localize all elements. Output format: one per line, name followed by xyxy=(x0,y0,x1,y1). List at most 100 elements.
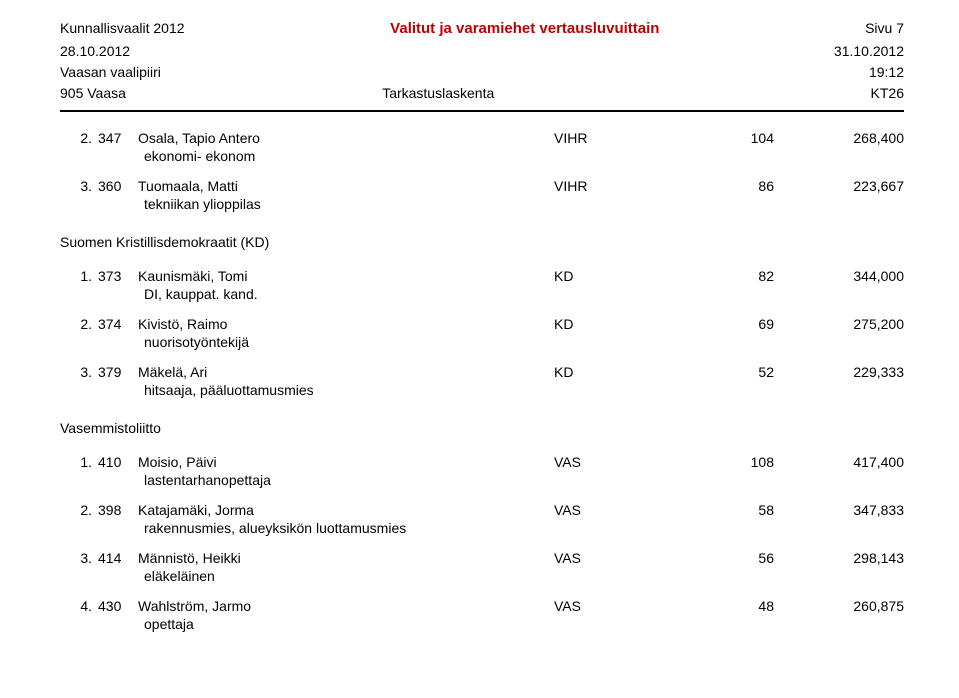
result-entry: 4.430Wahlström, JarmoVAS48260,875opettaj… xyxy=(60,598,904,632)
comparison-number: 268,400 xyxy=(774,130,904,146)
occupation-label: opettaja xyxy=(60,614,904,632)
occupation-label: rakennusmies, alueyksikön luottamusmies xyxy=(60,518,904,536)
count-type: Tarkastuslaskenta xyxy=(126,83,871,104)
party-code: VIHR xyxy=(554,130,674,146)
party-code: KD xyxy=(554,316,674,332)
result-entry: 1.373Kaunismäki, TomiKD82344,000DI, kaup… xyxy=(60,268,904,302)
vote-count: 86 xyxy=(674,178,774,194)
result-row: 4.430Wahlström, JarmoVAS48260,875 xyxy=(60,598,904,614)
occupation-label: hitsaaja, pääluottamusmies xyxy=(60,380,904,398)
index-label: 2. xyxy=(60,316,98,332)
vote-count: 52 xyxy=(674,364,774,380)
index-label: 1. xyxy=(60,268,98,284)
vote-count: 56 xyxy=(674,550,774,566)
candidate-number: 414 xyxy=(98,550,138,566)
group-heading: Vasemmistoliitto xyxy=(60,420,904,436)
candidate-number: 374 xyxy=(98,316,138,332)
candidate-number: 430 xyxy=(98,598,138,614)
page-container: Kunnallisvaalit 2012 Valitut ja varamieh… xyxy=(0,0,959,664)
candidate-number: 379 xyxy=(98,364,138,380)
candidate-name: Kivistö, Raimo xyxy=(138,316,554,332)
result-row: 2.347Osala, Tapio AnteroVIHR104268,400 xyxy=(60,130,904,146)
comparison-number: 275,200 xyxy=(774,316,904,332)
candidate-number: 347 xyxy=(98,130,138,146)
vote-count: 58 xyxy=(674,502,774,518)
candidate-name: Kaunismäki, Tomi xyxy=(138,268,554,284)
vote-count: 82 xyxy=(674,268,774,284)
party-code: KD xyxy=(554,364,674,380)
result-row: 1.373Kaunismäki, TomiKD82344,000 xyxy=(60,268,904,284)
page-title: Valitut ja varamiehet vertausluvuittain xyxy=(185,18,866,41)
index-label: 2. xyxy=(60,502,98,518)
result-entry: 1.410Moisio, PäiviVAS108417,400lastentar… xyxy=(60,454,904,488)
code: KT26 xyxy=(871,83,904,104)
candidate-name: Moisio, Päivi xyxy=(138,454,554,470)
candidate-name: Mäkelä, Ari xyxy=(138,364,554,380)
comparison-number: 229,333 xyxy=(774,364,904,380)
comparison-number: 298,143 xyxy=(774,550,904,566)
result-row: 3.360Tuomaala, MattiVIHR86223,667 xyxy=(60,178,904,194)
party-code: VAS xyxy=(554,502,674,518)
occupation-label: tekniikan ylioppilas xyxy=(60,194,904,212)
candidate-number: 373 xyxy=(98,268,138,284)
page-number: Sivu 7 xyxy=(865,18,904,39)
occupation-label: lastentarhanopettaja xyxy=(60,470,904,488)
header-row-2: 28.10.2012 31.10.2012 xyxy=(60,41,904,62)
election-name: Kunnallisvaalit 2012 xyxy=(60,18,185,39)
party-code: KD xyxy=(554,268,674,284)
result-entry: 2.398Katajamäki, JormaVAS58347,833rakenn… xyxy=(60,502,904,536)
result-row: 1.410Moisio, PäiviVAS108417,400 xyxy=(60,454,904,470)
comparison-number: 344,000 xyxy=(774,268,904,284)
party-code: VIHR xyxy=(554,178,674,194)
results-content: 2.347Osala, Tapio AnteroVIHR104268,400ek… xyxy=(60,130,904,632)
occupation-label: DI, kauppat. kand. xyxy=(60,284,904,302)
index-label: 3. xyxy=(60,550,98,566)
result-row: 3.414Männistö, HeikkiVAS56298,143 xyxy=(60,550,904,566)
header-row-3: Vaasan vaalipiiri 19:12 xyxy=(60,62,904,83)
candidate-name: Tuomaala, Matti xyxy=(138,178,554,194)
comparison-number: 260,875 xyxy=(774,598,904,614)
result-row: 2.398Katajamäki, JormaVAS58347,833 xyxy=(60,502,904,518)
vote-count: 108 xyxy=(674,454,774,470)
occupation-label: eläkeläinen xyxy=(60,566,904,584)
date-right: 31.10.2012 xyxy=(834,41,904,62)
result-entry: 3.414Männistö, HeikkiVAS56298,143eläkelä… xyxy=(60,550,904,584)
candidate-name: Männistö, Heikki xyxy=(138,550,554,566)
date-left: 28.10.2012 xyxy=(60,41,130,62)
result-entry: 3.379Mäkelä, AriKD52229,333hitsaaja, pää… xyxy=(60,364,904,398)
occupation-label: ekonomi- ekonom xyxy=(60,146,904,164)
result-entry: 3.360Tuomaala, MattiVIHR86223,667tekniik… xyxy=(60,178,904,212)
group-heading: Suomen Kristillisdemokraatit (KD) xyxy=(60,234,904,250)
constituency: Vaasan vaalipiiri xyxy=(60,62,161,83)
index-label: 2. xyxy=(60,130,98,146)
candidate-name: Katajamäki, Jorma xyxy=(138,502,554,518)
candidate-number: 398 xyxy=(98,502,138,518)
index-label: 3. xyxy=(60,364,98,380)
result-row: 2.374Kivistö, RaimoKD69275,200 xyxy=(60,316,904,332)
result-entry: 2.374Kivistö, RaimoKD69275,200nuorisotyö… xyxy=(60,316,904,350)
header-row-4: 905 Vaasa Tarkastuslaskenta KT26 xyxy=(60,83,904,104)
index-label: 1. xyxy=(60,454,98,470)
candidate-name: Wahlström, Jarmo xyxy=(138,598,554,614)
index-label: 4. xyxy=(60,598,98,614)
comparison-number: 417,400 xyxy=(774,454,904,470)
candidate-name: Osala, Tapio Antero xyxy=(138,130,554,146)
municipality: 905 Vaasa xyxy=(60,83,126,104)
party-code: VAS xyxy=(554,550,674,566)
time: 19:12 xyxy=(869,62,904,83)
comparison-number: 347,833 xyxy=(774,502,904,518)
index-label: 3. xyxy=(60,178,98,194)
vote-count: 104 xyxy=(674,130,774,146)
comparison-number: 223,667 xyxy=(774,178,904,194)
result-entry: 2.347Osala, Tapio AnteroVIHR104268,400ek… xyxy=(60,130,904,164)
candidate-number: 360 xyxy=(98,178,138,194)
vote-count: 69 xyxy=(674,316,774,332)
result-row: 3.379Mäkelä, AriKD52229,333 xyxy=(60,364,904,380)
header-row-1: Kunnallisvaalit 2012 Valitut ja varamieh… xyxy=(60,18,904,41)
party-code: VAS xyxy=(554,454,674,470)
candidate-number: 410 xyxy=(98,454,138,470)
vote-count: 48 xyxy=(674,598,774,614)
occupation-label: nuorisotyöntekijä xyxy=(60,332,904,350)
party-code: VAS xyxy=(554,598,674,614)
header-divider xyxy=(60,110,904,112)
